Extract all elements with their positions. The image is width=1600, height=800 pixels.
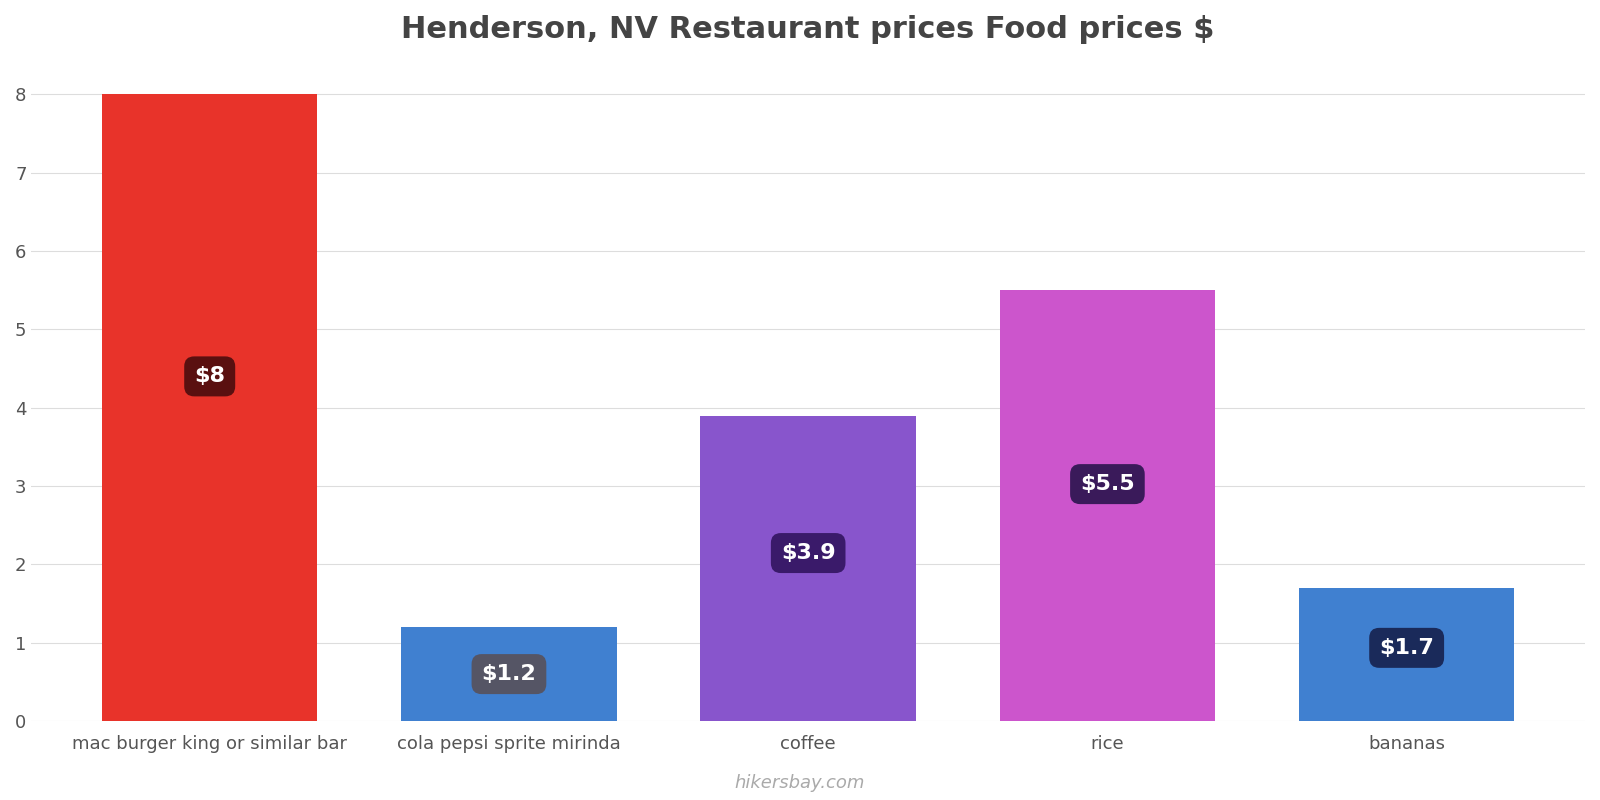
Bar	[1299, 588, 1514, 721]
Text: $8: $8	[194, 366, 226, 386]
Bar	[701, 415, 915, 721]
Text: $1.7: $1.7	[1379, 638, 1434, 658]
Text: $5.5: $5.5	[1080, 474, 1134, 494]
Bar	[102, 94, 317, 721]
Title: Henderson, NV Restaurant prices Food prices $: Henderson, NV Restaurant prices Food pri…	[402, 15, 1214, 44]
Text: hikersbay.com: hikersbay.com	[734, 774, 866, 792]
Text: $1.2: $1.2	[482, 664, 536, 684]
Bar	[1000, 290, 1214, 721]
Bar	[402, 627, 616, 721]
Text: $3.9: $3.9	[781, 543, 835, 563]
